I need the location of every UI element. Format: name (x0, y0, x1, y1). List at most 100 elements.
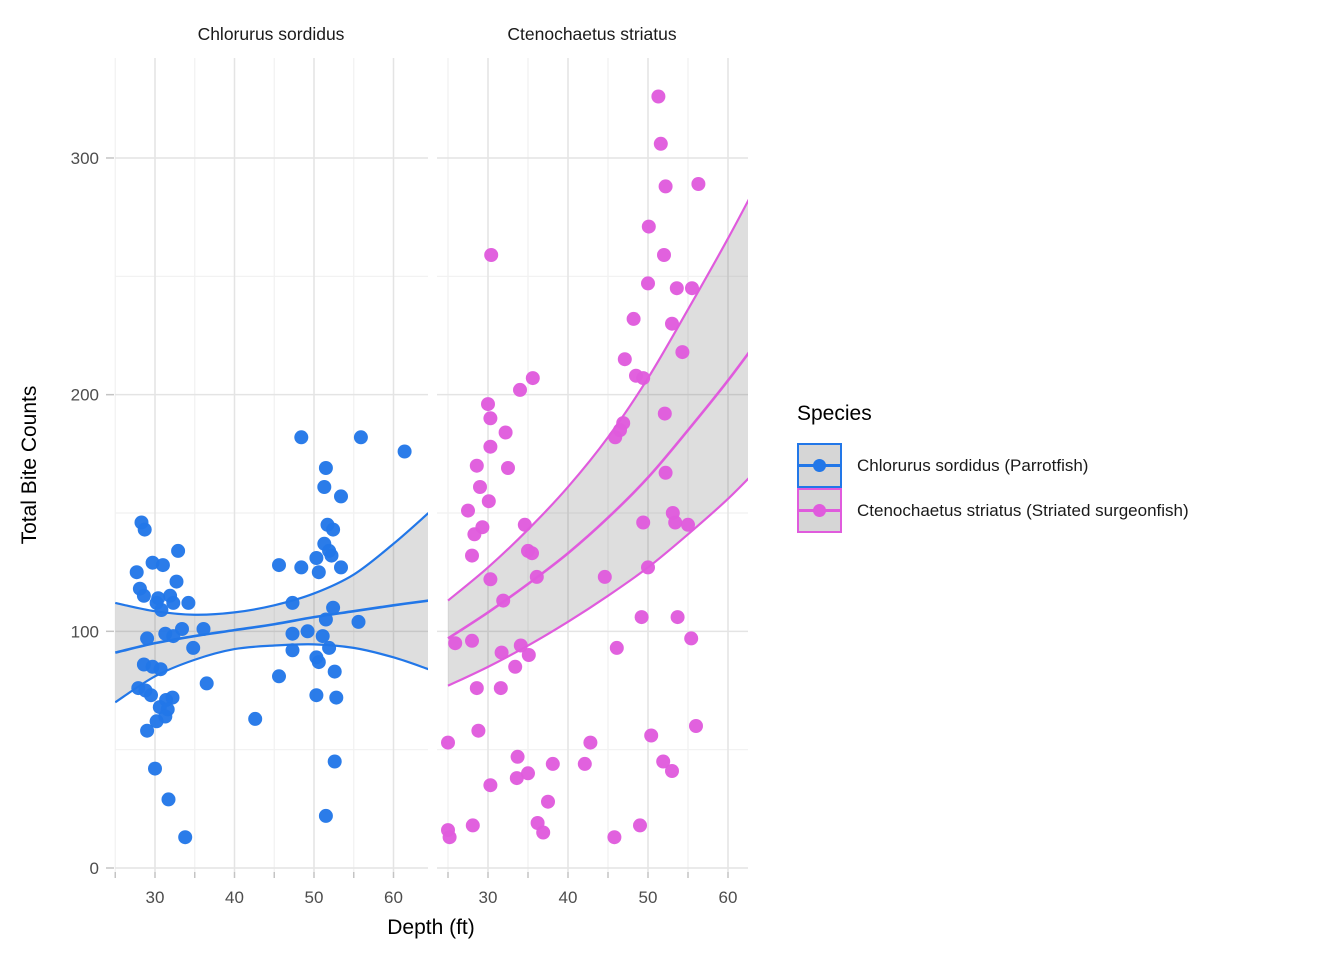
data-point (154, 603, 169, 617)
data-point (324, 548, 339, 563)
data-point (493, 681, 508, 696)
data-point (626, 311, 641, 326)
y-axis-title: Total Bite Counts (18, 385, 41, 545)
data-point (136, 588, 151, 603)
data-point (327, 664, 342, 679)
data-point (353, 430, 368, 445)
data-point (508, 659, 523, 674)
data-point (494, 645, 509, 660)
data-point (536, 825, 551, 840)
data-point (521, 766, 535, 781)
data-point (668, 515, 683, 530)
legend: Species Chlorurus sordidus (Parrotfish) … (797, 402, 1189, 533)
data-point (483, 411, 498, 426)
data-point (658, 179, 673, 194)
data-point (467, 527, 482, 542)
data-point (272, 669, 286, 684)
data-point (617, 352, 632, 367)
data-point (597, 569, 612, 584)
data-point (181, 595, 196, 610)
data-point (525, 371, 540, 386)
data-point (294, 430, 309, 445)
facet-title-left: Chlorurus sordidus (197, 24, 345, 44)
data-point (525, 546, 539, 561)
data-point (166, 595, 181, 610)
data-point (496, 593, 511, 608)
legend-key-dot (813, 504, 826, 517)
data-point (675, 345, 690, 360)
data-point (651, 89, 666, 104)
data-point (644, 728, 659, 743)
data-point (334, 489, 348, 504)
y-tick-label: 300 (71, 149, 99, 168)
data-points (129, 430, 412, 845)
data-point (471, 723, 486, 738)
data-points (441, 89, 706, 845)
data-point (318, 808, 333, 823)
data-point (248, 711, 263, 726)
data-point (517, 517, 532, 532)
data-point (166, 629, 181, 644)
legend-key-parrotfish (797, 443, 842, 488)
axis-ticks (106, 157, 395, 878)
data-point (285, 595, 300, 610)
y-tick-label: 0 (90, 859, 99, 878)
data-point (681, 517, 695, 532)
gridlines-major (437, 58, 748, 872)
data-point (641, 219, 656, 234)
data-point (684, 631, 699, 646)
data-point (469, 458, 484, 473)
x-tick-label: 30 (479, 888, 498, 907)
axis-ticks (447, 872, 729, 878)
confidence-band (115, 513, 428, 703)
data-point (633, 818, 647, 833)
gridlines-major (115, 58, 428, 872)
data-point (483, 572, 498, 587)
data-point (529, 569, 544, 584)
data-point (577, 756, 592, 771)
x-tick-label: 60 (719, 888, 738, 907)
trend-line (115, 599, 428, 654)
data-point (501, 461, 515, 475)
facet-panel-left (106, 58, 428, 878)
data-point (656, 754, 671, 769)
data-point (689, 719, 703, 733)
data-point (309, 551, 324, 565)
data-point (465, 818, 480, 833)
data-point (329, 690, 344, 705)
data-point (199, 676, 214, 691)
data-point (169, 574, 184, 589)
data-point (636, 515, 651, 530)
data-point (326, 522, 341, 537)
data-point (285, 643, 300, 658)
y-tick-label: 200 (71, 386, 99, 405)
band-lower-edge (447, 477, 748, 687)
y-tick-label: 100 (71, 622, 99, 641)
data-point (294, 560, 309, 575)
data-point (149, 714, 164, 729)
data-point (691, 177, 706, 191)
data-point (641, 560, 655, 575)
data-point (178, 830, 193, 845)
data-point (285, 626, 300, 641)
x-tick-label: 40 (225, 888, 244, 907)
data-point (315, 629, 330, 644)
legend-label-parrotfish: Chlorurus sordidus (Parrotfish) (857, 455, 1089, 475)
data-point (441, 735, 455, 750)
data-point (509, 771, 524, 786)
legend-item-parrotfish: Chlorurus sordidus (Parrotfish) (797, 443, 1189, 488)
data-point (171, 543, 186, 558)
x-tick-label: 50 (639, 888, 658, 907)
data-point (607, 830, 622, 845)
gridlines-minor (114, 58, 428, 872)
legend-item-surgeonfish: Ctenochaetus striatus (Striated surgeonf… (797, 488, 1189, 533)
data-point (483, 439, 498, 454)
data-point (665, 764, 679, 778)
data-point (311, 655, 326, 670)
data-point (609, 640, 624, 655)
data-point (137, 522, 152, 537)
data-point (465, 633, 479, 648)
data-point (153, 662, 168, 677)
data-point (155, 558, 170, 573)
data-point (196, 622, 211, 636)
